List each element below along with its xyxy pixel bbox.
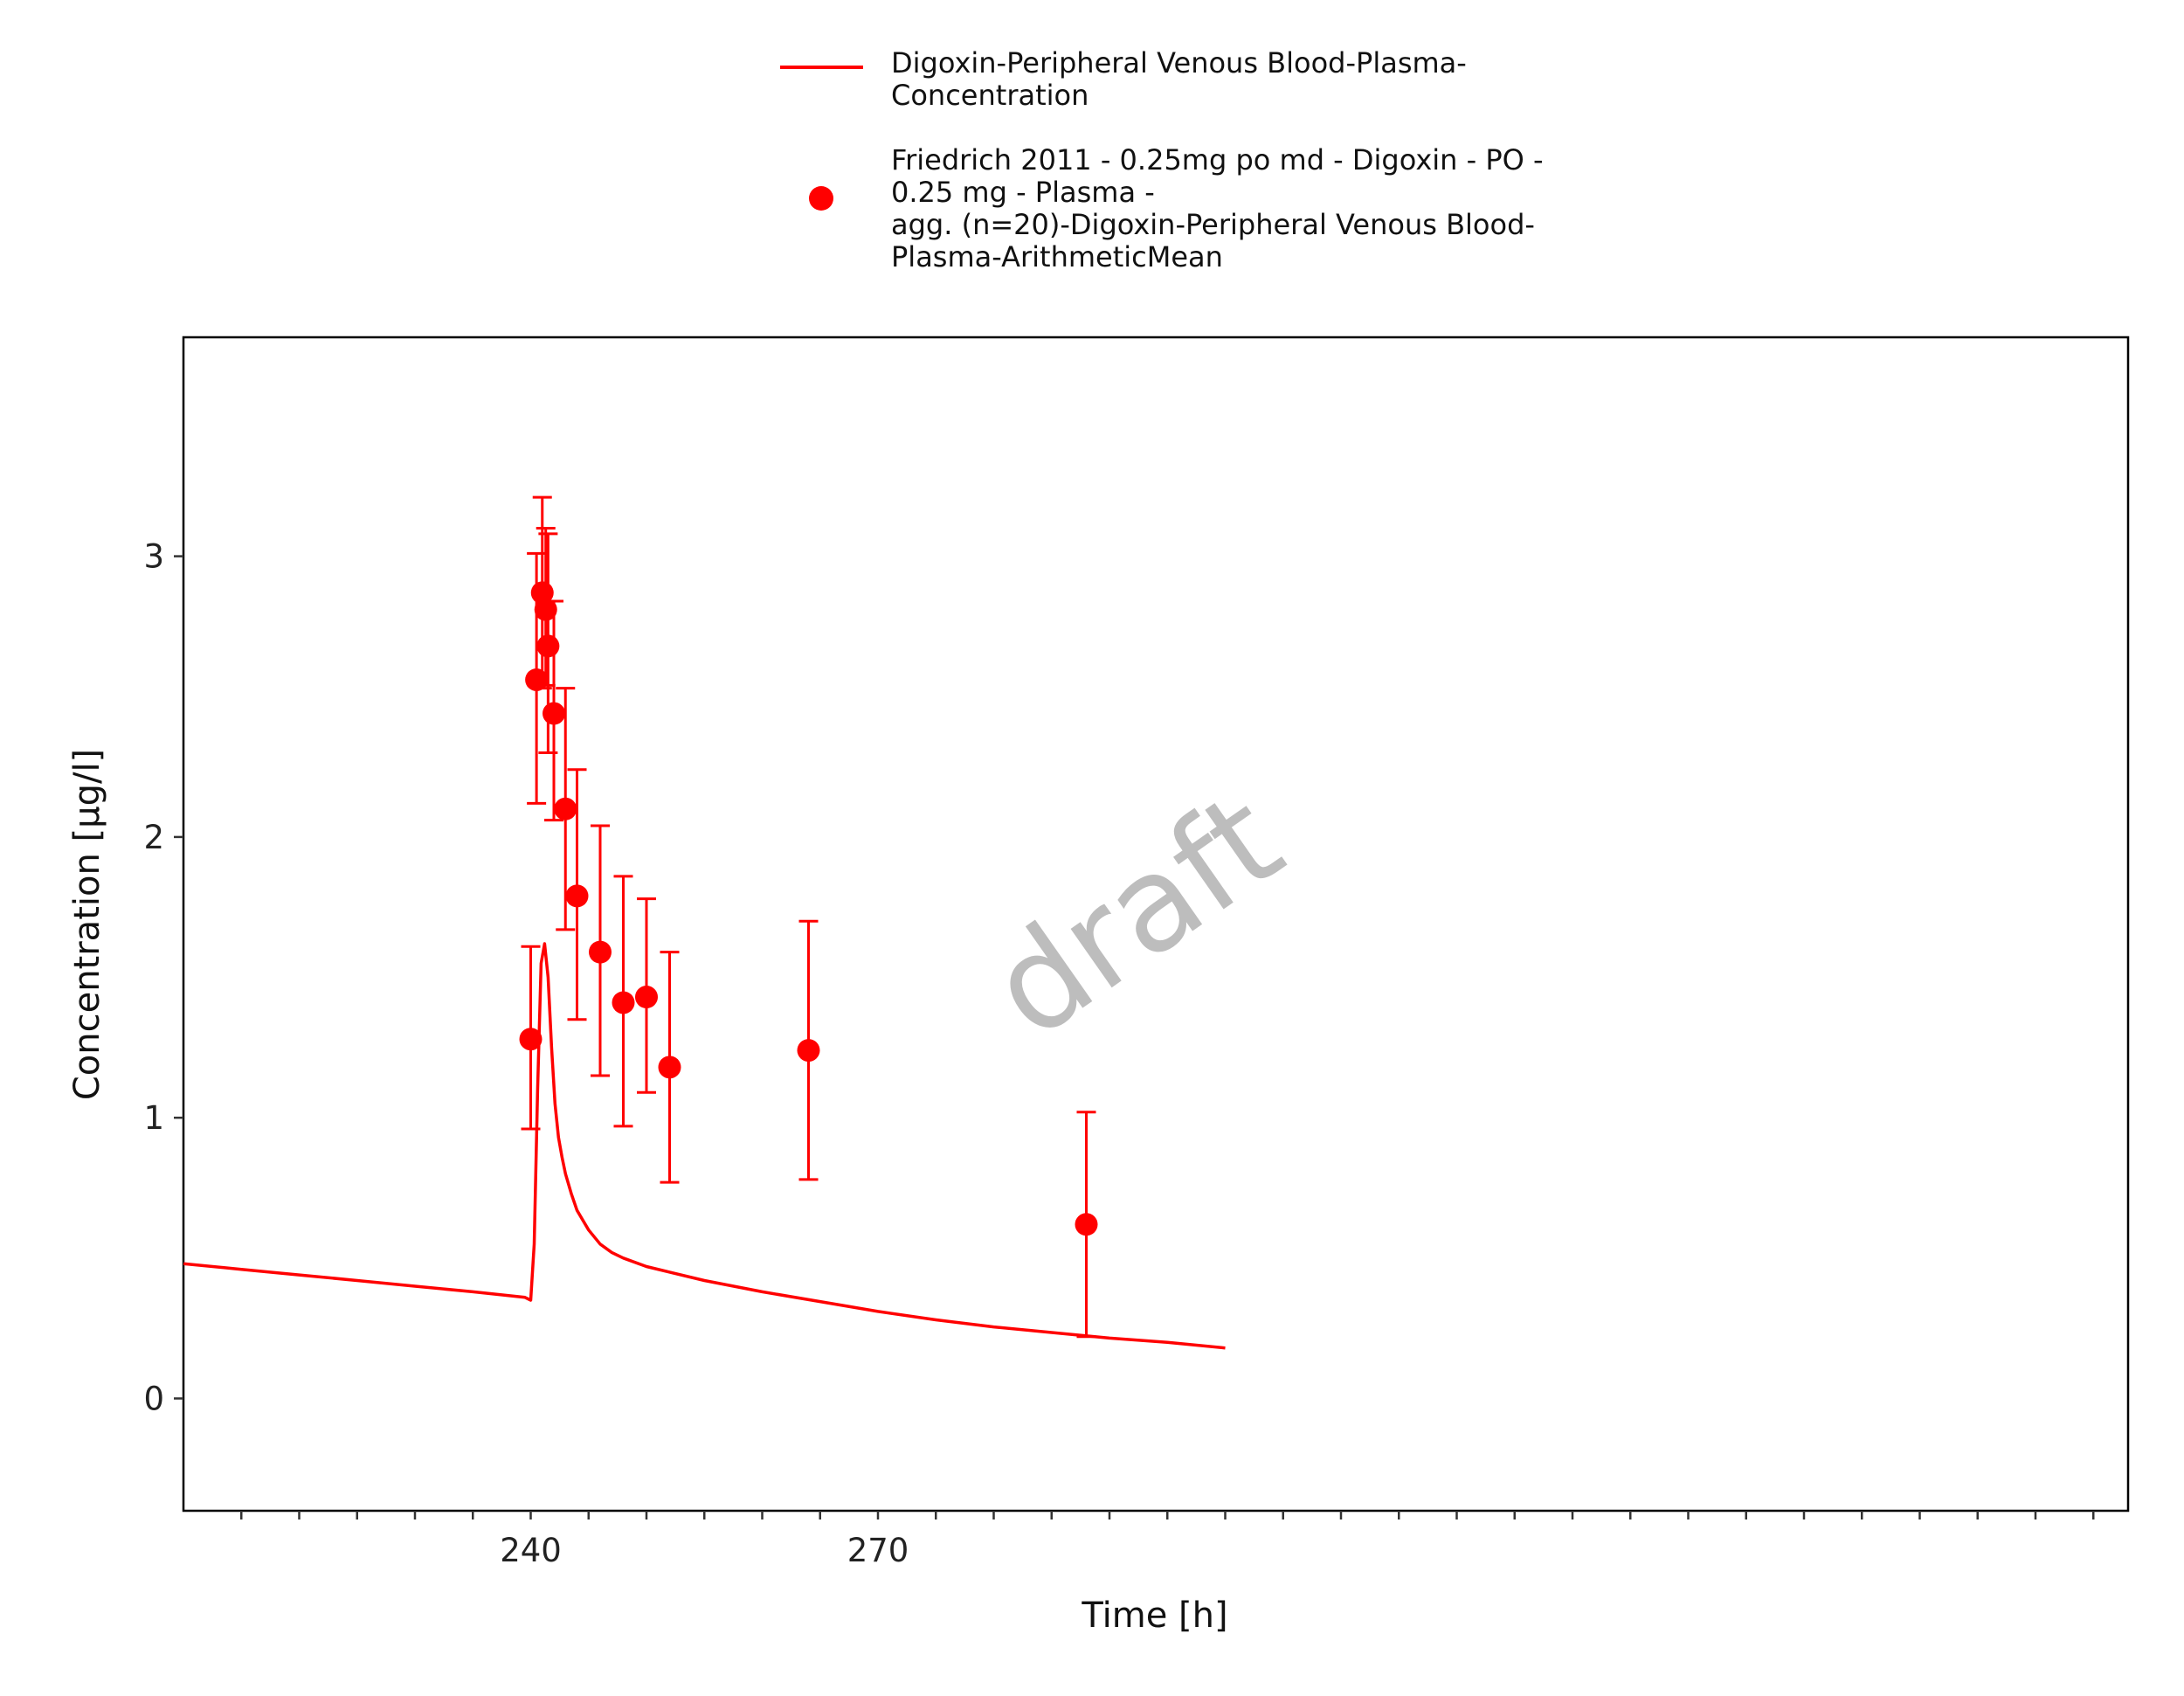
data-point (525, 668, 549, 691)
data-point (554, 797, 577, 820)
data-point (519, 1028, 543, 1051)
legend-label-line: Digoxin-Peripheral Venous Blood-Plasma- (891, 46, 1467, 80)
data-point (543, 702, 565, 725)
simulation-series (183, 942, 1226, 1350)
data-point (797, 1039, 820, 1063)
legend-label-line: agg. (n=20)-Digoxin-Peripheral Venous Bl… (891, 208, 1535, 241)
y-tick-label: 0 (143, 1380, 164, 1417)
data-point (1075, 1213, 1098, 1236)
data-point (589, 940, 612, 964)
x-axis: 240 270 (240, 1511, 2095, 1569)
legend-marker-swatch (809, 186, 833, 211)
legend: Digoxin-Peripheral Venous Blood-Plasma-C… (780, 46, 1544, 273)
data-point (530, 581, 554, 605)
observed-series (519, 495, 1098, 1339)
data-point (565, 884, 589, 908)
data-point (612, 991, 635, 1014)
data-point (536, 634, 560, 658)
y-tick-label: 1 (143, 1099, 164, 1137)
legend-label-line: Plasma-ArithmeticMean (891, 240, 1223, 273)
x-axis-title: Time [h] (1081, 1596, 1227, 1636)
simulation-line (183, 942, 1226, 1350)
x-tick-label: 270 (847, 1532, 909, 1569)
watermark: draft (964, 764, 1308, 1068)
data-point (658, 1056, 681, 1079)
data-point (635, 986, 658, 1009)
y-tick-label: 3 (143, 538, 164, 576)
legend-label-line: Friedrich 2011 - 0.25mg po md - Digoxin … (891, 143, 1544, 177)
data-point (534, 598, 557, 621)
legend-label-line: Concentration (891, 79, 1089, 112)
plot-frame (182, 336, 2130, 1513)
y-tick-label: 2 (143, 819, 164, 856)
y-axis-title: Concentration [µg/l] (67, 749, 107, 1100)
legend-label-line: 0.25 mg - Plasma - (891, 176, 1155, 209)
y-axis: 0 1 2 3 (143, 538, 183, 1417)
legend-label-observed: Friedrich 2011 - 0.25mg po md - Digoxin … (891, 143, 1544, 273)
x-tick-label: 240 (500, 1532, 562, 1569)
legend-label-simulation: Digoxin-Peripheral Venous Blood-Plasma-C… (891, 46, 1467, 112)
